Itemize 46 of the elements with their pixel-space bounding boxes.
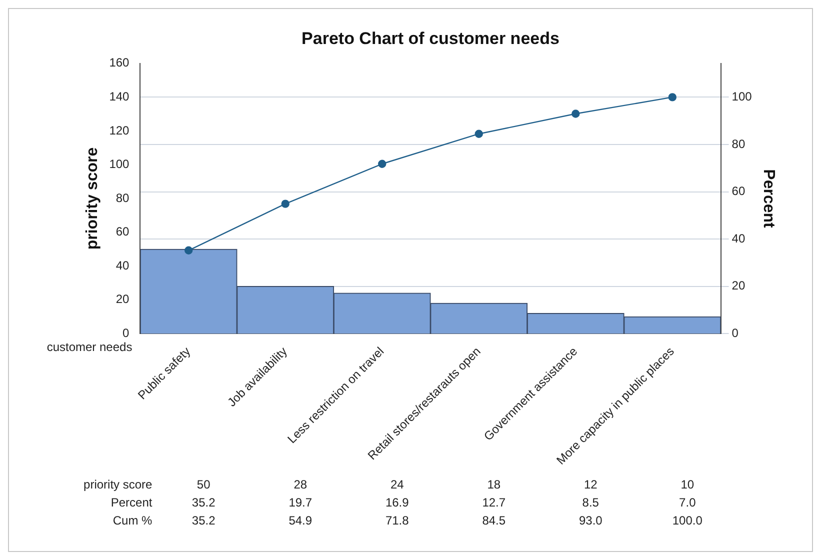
data-label: 24 xyxy=(390,477,404,492)
text: priority score xyxy=(84,477,153,492)
y2-tick-label: 20 xyxy=(732,278,746,293)
point xyxy=(378,160,386,168)
data-label: 18 xyxy=(487,477,501,492)
data-label: 93.0 xyxy=(578,513,603,528)
point xyxy=(474,130,483,138)
point xyxy=(572,110,580,118)
data-label: 28 xyxy=(294,477,308,492)
y2-tick-label: 60 xyxy=(732,184,746,198)
text: 35.2 xyxy=(192,495,216,510)
y2-axis-title: Percent xyxy=(760,169,777,229)
data-label: 12 xyxy=(584,477,598,492)
data-label: 100.0 xyxy=(672,513,703,528)
x-axis-title: customer needs xyxy=(46,340,132,354)
y-axis-title: priority score xyxy=(84,147,102,250)
point xyxy=(184,246,193,255)
data-label: 84.5 xyxy=(482,513,506,528)
y-tick-label: 140 xyxy=(109,89,130,104)
point xyxy=(668,93,676,102)
y2-tick-label: 80 xyxy=(732,136,746,151)
y-tick-label: 120 xyxy=(109,123,130,138)
point xyxy=(281,200,290,208)
y-tick-label: 40 xyxy=(116,258,130,272)
data-label: 50 xyxy=(196,477,211,492)
y-tick-label: 160 xyxy=(109,56,130,70)
text: 7.0 xyxy=(679,495,696,510)
text: 19.7 xyxy=(288,495,312,510)
y2-tick-label: 0 xyxy=(732,326,739,340)
y2-tick-label: 100 xyxy=(732,90,752,104)
text: 16.9 xyxy=(385,495,410,510)
chart-title: Pareto Chart of customer needs xyxy=(302,28,560,48)
y-tick-label: 60 xyxy=(116,224,130,239)
y-tick-label: 0 xyxy=(122,326,130,340)
text: 12.7 xyxy=(482,495,506,510)
data-label: 54.9 xyxy=(288,513,312,528)
y-tick-label: 80 xyxy=(116,190,130,205)
data-label: 10 xyxy=(680,477,694,492)
text: Percent xyxy=(110,495,153,510)
y-tick-label: 20 xyxy=(116,292,130,306)
y2-tick-label: 40 xyxy=(732,231,746,246)
data-label: 71.8 xyxy=(385,513,410,528)
text: 8.5 xyxy=(582,495,600,510)
data-label: 35.2 xyxy=(192,513,216,528)
text: Cum % xyxy=(112,513,153,528)
y-tick-label: 100 xyxy=(109,157,130,172)
